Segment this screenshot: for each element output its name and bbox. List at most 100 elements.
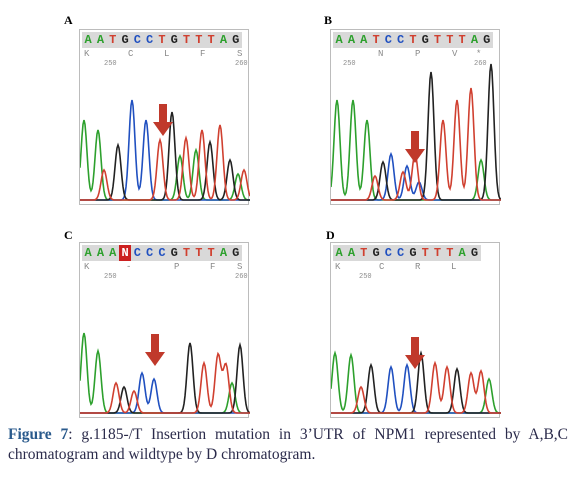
base-letter: G (372, 246, 380, 260)
base-letter: A (84, 33, 92, 47)
position-number: 250 (104, 60, 117, 68)
base-letter: T (360, 246, 368, 260)
position-number: 260 (235, 60, 248, 68)
amino-acid: S (237, 262, 243, 272)
position-number: 250 (343, 60, 356, 68)
base-letter: T (433, 246, 442, 260)
base-letter: G (232, 33, 240, 47)
amino-acid: F (200, 49, 206, 59)
amino-acid-track: K C L F S 250 260 (82, 49, 248, 69)
base-letter: G (421, 33, 429, 47)
base-letter: A (96, 33, 105, 47)
amino-acid: - (126, 262, 132, 272)
trace-plot (331, 350, 501, 414)
base-letter: T (195, 33, 203, 47)
amino-acid: V (452, 49, 458, 59)
base-letter: A (360, 33, 368, 47)
base-letter: N (118, 245, 132, 261)
position-number: 260 (474, 60, 487, 68)
amino-acid: L (451, 262, 457, 272)
trace-line (80, 111, 250, 201)
position-number: 250 (104, 273, 117, 281)
base-letter: T (372, 33, 380, 47)
panel-letter-d: D (326, 228, 335, 242)
base-letter: C (133, 246, 141, 260)
down-arrow-icon (405, 131, 425, 163)
trace-line (80, 332, 250, 414)
base-letter: G (121, 33, 129, 47)
base-letter: T (158, 33, 166, 47)
base-letter: A (84, 246, 92, 260)
panel-letter-c: C (64, 228, 73, 242)
amino-acid: R (415, 262, 421, 272)
down-arrow-icon (405, 337, 425, 369)
base-letter: T (421, 246, 429, 260)
amino-acid: K (335, 262, 341, 272)
base-letter: C (384, 246, 392, 260)
figure-label: Figure 7 (8, 426, 69, 443)
amino-acid: P (415, 49, 421, 59)
trace-plot (331, 63, 501, 201)
base-letter: A (335, 33, 343, 47)
panel-letter-a: A (64, 13, 73, 27)
base-letter: G (170, 246, 178, 260)
amino-acid: C (379, 262, 385, 272)
base-letter: G (483, 33, 491, 47)
position-number: 260 (235, 273, 248, 281)
down-arrow-icon (145, 334, 165, 366)
base-letter: T (409, 33, 417, 47)
down-arrow-icon (153, 104, 173, 136)
base-letter: C (158, 246, 166, 260)
trace-line (331, 360, 501, 414)
base-letter: T (446, 246, 454, 260)
amino-acid: C (128, 49, 134, 59)
base-letter: T (195, 246, 203, 260)
amino-acid-track: N P V * 250 260 (333, 49, 497, 69)
amino-acid: P (174, 262, 180, 272)
amino-acid: K (84, 262, 90, 272)
base-letter: T (207, 246, 215, 260)
base-letter: A (219, 33, 228, 47)
trace-line (80, 124, 250, 201)
base-letter: T (458, 33, 466, 47)
amino-acid: N (378, 49, 384, 59)
base-letter: A (335, 246, 343, 260)
base-letter: C (146, 33, 154, 47)
figure-caption: Figure 7: g.1185-/T Insertion mutation i… (8, 425, 568, 465)
amino-acid: F (210, 262, 216, 272)
amino-acid: L (164, 49, 170, 59)
base-letter: T (109, 33, 117, 47)
base-letter: T (182, 33, 191, 47)
base-letter: A (219, 246, 228, 260)
base-letter: T (207, 33, 215, 47)
amino-acid-track: K C R L 250 (333, 262, 497, 282)
base-letter: C (384, 33, 392, 47)
amino-acid-track: K - P F S 250 260 (82, 262, 248, 282)
base-letter: A (347, 33, 356, 47)
base-letter: C (133, 33, 141, 47)
base-letter: T (182, 246, 191, 260)
position-number: 250 (359, 273, 372, 281)
trace-plot (80, 99, 250, 201)
base-letter: C (397, 246, 405, 260)
trace-line (80, 371, 250, 414)
caption-text: : g.1185-/T Insertion mutation in 3’UTR … (8, 426, 569, 463)
amino-acid: * (476, 49, 482, 59)
trace-line (80, 351, 250, 414)
base-letter: T (446, 33, 454, 47)
base-letter: T (433, 33, 442, 47)
base-letter: A (96, 246, 105, 260)
base-letter: A (109, 246, 117, 260)
base-letter: A (458, 246, 466, 260)
base-letter: G (232, 246, 240, 260)
base-letter: G (409, 246, 417, 260)
base-letter: G (470, 246, 479, 260)
panel-letter-b: B (324, 13, 333, 27)
